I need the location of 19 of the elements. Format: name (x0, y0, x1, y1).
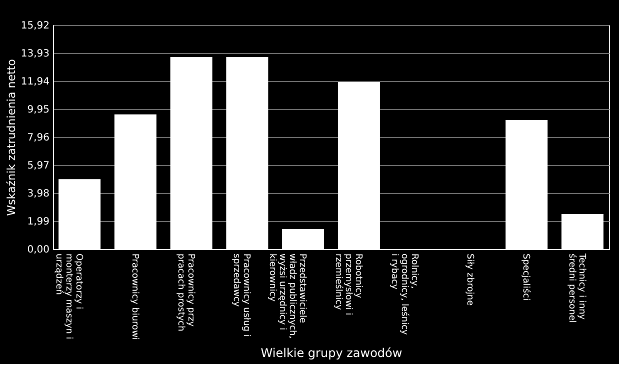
x-tick-label: Pracownicy usług i sprzedawcy (231, 254, 252, 337)
y-tick-label: 5,97 (27, 160, 50, 172)
x-tick-label: Operatorzy i monterzy maszyn i urządzeń (54, 254, 84, 340)
x-tick-label: Pracownicy biurowi (129, 254, 140, 340)
y-tick-label: 0,00 (27, 244, 50, 256)
x-tick-label: Pracownicy przy pracach prostych (175, 254, 196, 332)
y-tick-label: 1,99 (27, 216, 50, 228)
y-tick-label: 11,94 (20, 76, 50, 88)
y-tick-label: 7,96 (27, 132, 50, 144)
y-tick-label: 13,93 (20, 48, 50, 60)
y-axis-title: Wskaźnik zatrudnienia netto (4, 58, 18, 216)
y-tick-label: 9,95 (27, 104, 50, 116)
x-tick-label: Siły zbrojne (464, 254, 475, 306)
x-tick-label: Rolnicy, ogrodnicy, leśnicy i rybacy (388, 254, 419, 336)
x-tick-label: Specjaliści (520, 254, 532, 301)
x-axis-title: Wielkie grupy zawodów (260, 346, 402, 360)
y-tick-label: 15,92 (20, 20, 50, 32)
x-tick-label: Technicy i inny średni personel (566, 252, 586, 323)
y-tick-label: 3,98 (27, 188, 50, 200)
